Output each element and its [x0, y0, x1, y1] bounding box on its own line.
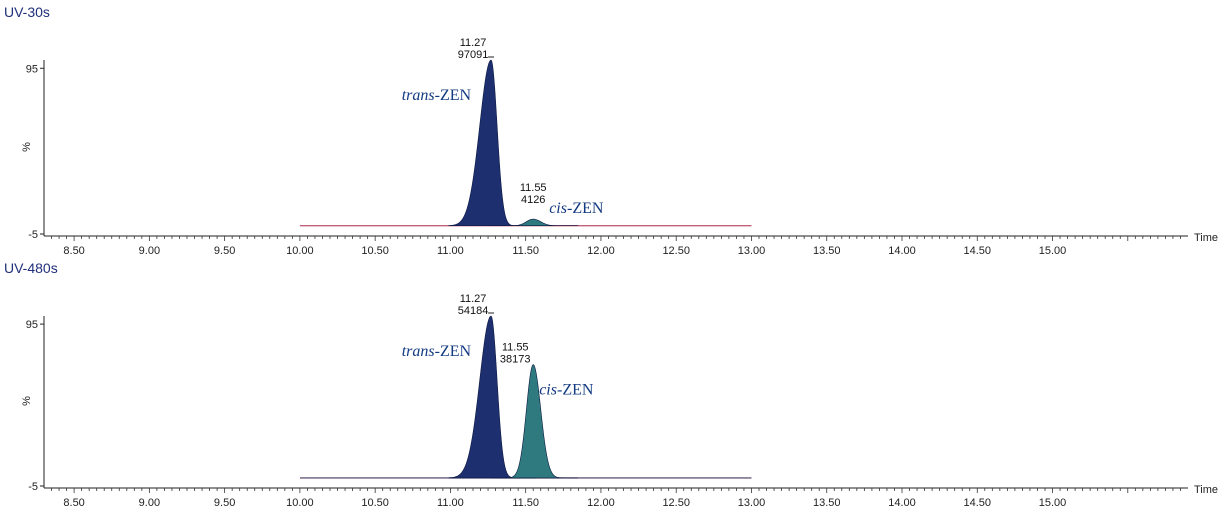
compound-label: cis-ZEN [539, 382, 594, 399]
x-tick-label: 12.50 [662, 245, 690, 257]
y-tick-label: -5 [28, 481, 38, 493]
compound-prefix: cis [549, 200, 567, 217]
peak-area-label: 97091 [458, 49, 489, 61]
compound-prefix: trans [402, 343, 435, 360]
x-tick-label: 13.50 [813, 245, 841, 257]
peak-rt-label: 11.27 [460, 293, 487, 305]
panel-title-uv30: UV-30s [4, 4, 50, 20]
x-tick-label: 8.50 [63, 245, 84, 257]
peak-area-label: 38173 [500, 354, 531, 366]
x-tick-label: 11.00 [437, 497, 464, 509]
chart-panel-0: 95 -5% 8.50 9.00 9.50 10.00 10.50 11.00 11.50 12.… [21, 37, 1218, 257]
compound-label: trans-ZEN [402, 343, 472, 360]
x-tick-label: 10.00 [286, 245, 314, 257]
x-tick-label: 14.50 [963, 245, 991, 257]
y-axis-label: % [21, 142, 33, 152]
x-tick-label: 11.00 [437, 245, 464, 257]
panel-title-uv480: UV-480s [4, 260, 58, 276]
x-tick-label: 14.00 [888, 497, 916, 509]
peak-rt-label: 11.55 [502, 342, 529, 354]
x-tick-label: 13.00 [738, 497, 766, 509]
compound-suffix: -ZEN [567, 200, 604, 217]
compound-prefix: cis [539, 382, 557, 399]
x-tick-label: 10.50 [361, 245, 389, 257]
y-tick-label: -5 [28, 229, 38, 241]
compound-suffix: -ZEN [435, 343, 472, 360]
x-axis-label: Time [1194, 484, 1218, 496]
peak-rt-label: 11.27 [460, 37, 487, 49]
y-axis-label: % [21, 396, 33, 406]
x-tick-label: 13.50 [813, 497, 841, 509]
compound-label: trans-ZEN [402, 87, 472, 104]
x-tick-label: 11.50 [512, 245, 539, 257]
compound-suffix: -ZEN [435, 87, 472, 104]
x-tick-label: 10.50 [361, 497, 389, 509]
x-tick-label: 9.00 [139, 497, 160, 509]
x-axis-label: Time [1194, 232, 1218, 244]
y-tick-label: 95 [26, 63, 38, 75]
x-tick-label: 9.00 [139, 245, 160, 257]
compound-prefix: trans [402, 87, 435, 104]
x-tick-label: 15.00 [1039, 497, 1067, 509]
peak-area-label: 54184 [458, 305, 489, 317]
chart-panel-1: 95 -5% 8.50 9.00 9.50 10.00 10.50 11.00 11.50 12.… [21, 293, 1218, 509]
x-tick-label: 8.50 [63, 497, 84, 509]
x-tick-label: 10.00 [286, 497, 314, 509]
x-tick-label: 14.50 [963, 497, 991, 509]
compound-suffix: -ZEN [557, 382, 594, 399]
x-tick-label: 14.00 [888, 245, 916, 257]
peak-1 [490, 364, 579, 479]
x-tick-label: 9.50 [214, 497, 235, 509]
x-tick-label: 13.00 [738, 245, 766, 257]
peak-area-label: 4126 [521, 194, 545, 206]
x-tick-label: 9.50 [214, 245, 235, 257]
compound-label: cis-ZEN [549, 200, 604, 217]
x-tick-label: 12.50 [662, 497, 690, 509]
y-tick-label: 95 [26, 319, 38, 331]
peak-1 [490, 218, 579, 227]
peak-rt-label: 11.55 [520, 182, 547, 194]
x-tick-label: 15.00 [1039, 245, 1067, 257]
x-tick-label: 11.50 [512, 497, 539, 509]
x-tick-label: 12.00 [587, 245, 615, 257]
x-tick-label: 12.00 [587, 497, 615, 509]
